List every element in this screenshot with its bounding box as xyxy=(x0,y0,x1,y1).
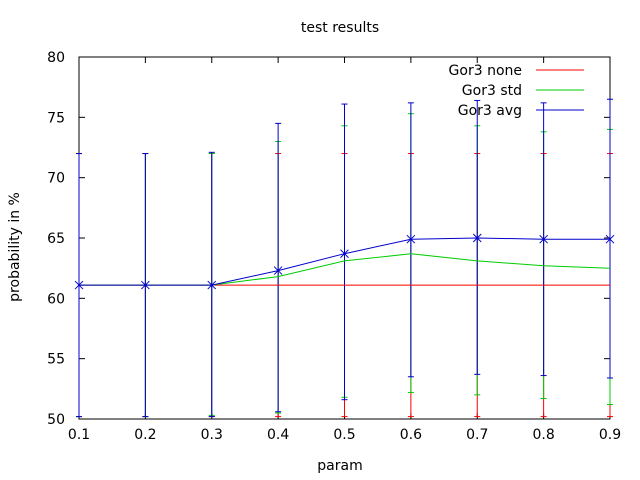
series-points xyxy=(74,233,615,290)
x-tick-label: 0.1 xyxy=(68,427,90,443)
gor3-avg-point-stroke xyxy=(141,280,150,290)
x-axis-label: param xyxy=(317,458,362,474)
x-tick-label: 0.7 xyxy=(466,427,488,443)
error-bars xyxy=(76,98,613,418)
legend: Gor3 none Gor3 std Gor3 avg xyxy=(449,63,584,119)
y-tick-label: 75 xyxy=(47,110,65,126)
chart-title: test results xyxy=(301,20,379,36)
gor3-avg-point-stroke xyxy=(406,234,416,244)
legend-label-gor3-avg: Gor3 avg xyxy=(458,103,522,119)
legend-label-gor3-std: Gor3 std xyxy=(462,83,522,99)
gor3-avg-point xyxy=(207,280,217,290)
gor3-avg-point-stroke xyxy=(340,249,349,259)
gor3-avg-point xyxy=(141,280,150,290)
y-tick-label: 80 xyxy=(47,50,65,66)
x-tick-label: 0.5 xyxy=(333,427,355,443)
gor3-avg-point xyxy=(406,234,416,244)
x-tick-label: 0.2 xyxy=(134,427,156,443)
y-tick-label: 60 xyxy=(47,291,65,307)
y-tick-label: 55 xyxy=(47,352,65,368)
x-tick-label: 0.3 xyxy=(201,427,223,443)
y-tick-label: 65 xyxy=(47,231,65,247)
gor3-avg-point-stroke xyxy=(207,280,217,290)
gor3-avg-point xyxy=(605,234,615,244)
gor3-avg-point-stroke xyxy=(273,266,283,275)
axis-ticks: 0.1 0.2 0.3 0.4 0.5 0.6 0.7 0.8 0.9 50 55 60 65 70 75 8… xyxy=(47,50,621,443)
gor3-avg-point-stroke xyxy=(539,234,548,244)
gor3-avg-point xyxy=(74,280,84,290)
y-tick-label: 50 xyxy=(47,412,65,428)
legend-label-gor3-none: Gor3 none xyxy=(449,63,522,79)
gor3-avg-point xyxy=(472,233,482,243)
y-tick-label: 70 xyxy=(47,171,65,187)
gor3-avg-point xyxy=(273,266,283,275)
gor3-avg-point xyxy=(539,234,548,244)
x-tick-label: 0.6 xyxy=(400,427,422,443)
gor3-avg-point-stroke xyxy=(605,234,615,244)
y-axis-label: probability in % xyxy=(7,192,23,302)
gor3-avg-point-stroke xyxy=(74,280,84,290)
x-tick-label: 0.4 xyxy=(267,427,289,443)
x-tick-label: 0.8 xyxy=(532,427,554,443)
gor3-avg-point-stroke xyxy=(472,233,482,243)
x-tick-label: 0.9 xyxy=(599,427,621,443)
gor3-avg-point xyxy=(340,249,349,259)
